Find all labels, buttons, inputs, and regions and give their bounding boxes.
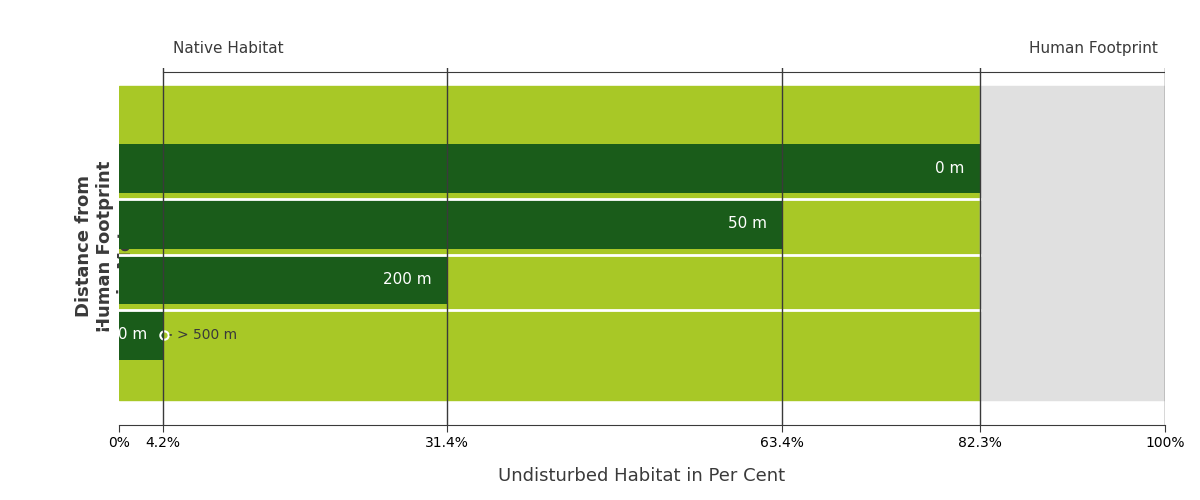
Text: > 500 m: > 500 m (80, 328, 146, 342)
Text: 50 m: 50 m (727, 216, 767, 232)
Text: 200 m: 200 m (383, 272, 432, 287)
Text: 0 m: 0 m (935, 161, 965, 176)
Bar (980, 86, 1165, 400)
FancyBboxPatch shape (119, 200, 782, 248)
Text: Native Habitat: Native Habitat (173, 41, 283, 56)
Text: > 500 m: > 500 m (170, 328, 236, 342)
Text: Human Footprint: Human Footprint (1030, 41, 1158, 56)
X-axis label: Undisturbed Habitat in Per Cent: Undisturbed Habitat in Per Cent (498, 467, 786, 485)
FancyBboxPatch shape (119, 144, 980, 193)
FancyBboxPatch shape (119, 310, 163, 360)
FancyBboxPatch shape (119, 255, 448, 304)
Y-axis label: Distance from
Human Footprint
in Metres: Distance from Human Footprint in Metres (76, 160, 134, 332)
Bar (119, 86, 980, 400)
